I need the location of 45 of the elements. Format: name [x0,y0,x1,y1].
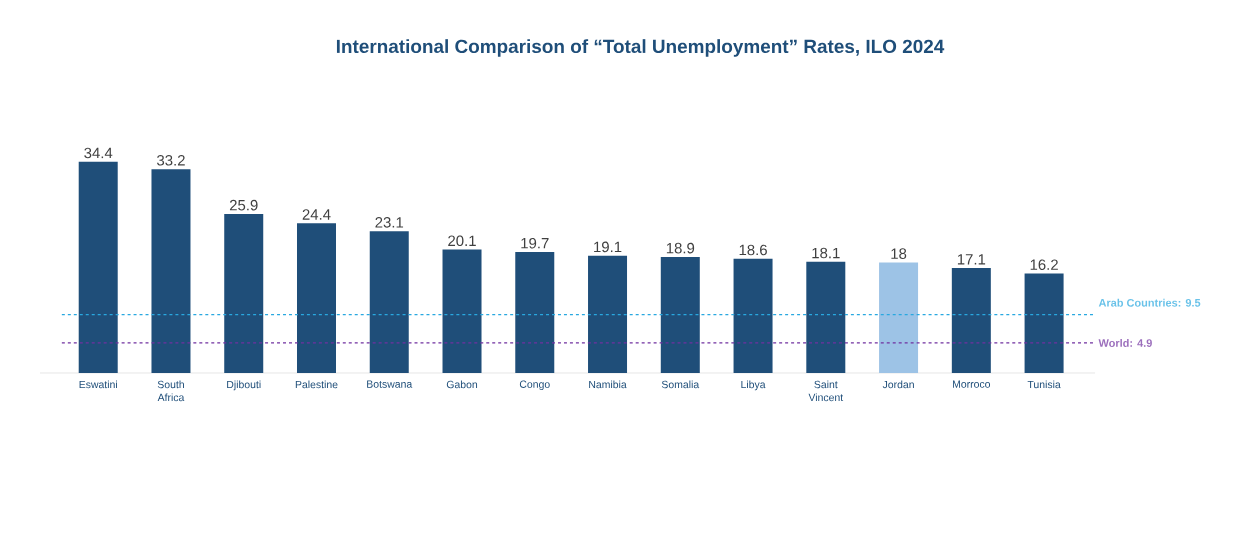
data-label: 18.6 [739,244,767,256]
ref-line-label: World: 4.9 [1098,338,1152,347]
x-tick-label: Namibia [589,380,627,389]
bar [297,223,336,373]
x-tick-label: Gabon [446,380,478,389]
bar [442,249,482,373]
data-label: 19.7 [521,237,549,249]
data-label: 18.9 [666,242,695,254]
data-label: 17.1 [957,254,986,265]
bar [951,267,991,373]
data-label: 24.4 [302,209,331,220]
x-tick-label: Jordan [882,380,914,389]
x-tick-label: Djibouti [227,380,261,391]
x-tick-label: Saint Vincent [808,380,844,402]
bar [806,261,846,373]
bar [151,169,191,373]
chart-title: International Comparison of “Total Unemployment” Rates, ILO 2024 [336,39,945,57]
bar [78,161,118,373]
bar [369,231,409,373]
ref-line-label: Arab Countries: 9.5 [1098,298,1201,307]
x-tick-label: Somalia [661,380,700,389]
data-label: 20.1 [448,235,476,247]
x-tick-label: Libya [741,380,766,391]
bar [588,255,628,373]
x-tick-label: Congo [519,380,550,390]
data-label: 16.2 [1030,259,1058,270]
x-tick-label: Eswatini [79,380,117,389]
x-tick-label: Morroco [953,380,991,388]
x-tick-label: Palestine [295,380,338,389]
data-label: 33.2 [157,155,185,166]
data-label: 18 [891,248,907,259]
bar [879,262,919,373]
bar [224,213,264,373]
x-tick-label: Tunisia [1027,380,1061,389]
x-tick-label: South Africa [157,380,185,402]
bar [515,252,555,373]
data-label: 18.1 [812,247,840,259]
data-label: 19.1 [594,241,622,253]
bar [660,256,700,373]
data-label: 34.4 [84,147,113,159]
data-label: 25.9 [229,199,258,211]
bar [1024,273,1064,373]
bar [733,258,773,373]
x-tick-label: Botswana [367,380,413,388]
data-label: 23.1 [375,217,404,228]
